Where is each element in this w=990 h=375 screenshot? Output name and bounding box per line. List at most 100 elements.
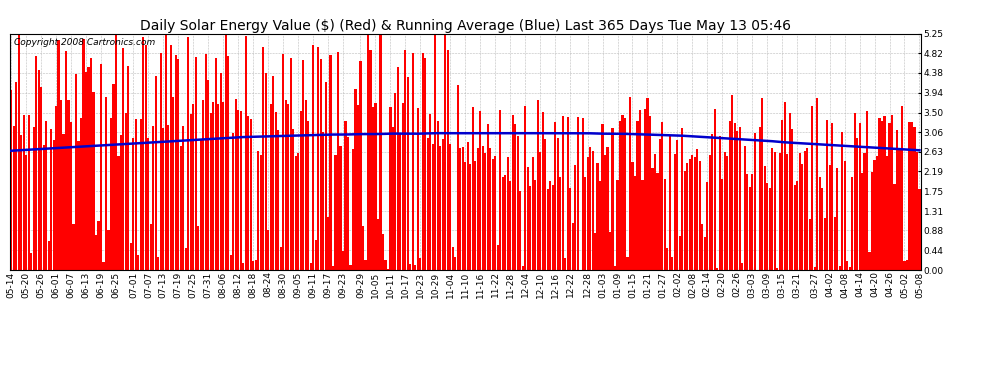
Bar — [796, 182, 798, 270]
Bar — [794, 185, 796, 270]
Bar — [217, 104, 220, 270]
Bar — [60, 100, 62, 270]
Bar — [143, 38, 145, 270]
Bar — [821, 188, 824, 270]
Bar — [440, 146, 442, 270]
Bar — [332, 266, 334, 270]
Bar — [751, 174, 753, 270]
Bar — [571, 224, 573, 270]
Bar — [479, 111, 481, 270]
Bar — [357, 105, 359, 270]
Bar — [305, 100, 307, 270]
Bar — [653, 154, 656, 270]
Bar — [425, 58, 427, 270]
Bar — [656, 172, 658, 270]
Bar — [891, 115, 893, 270]
Bar — [335, 154, 337, 270]
Bar — [35, 56, 38, 270]
Bar — [233, 134, 235, 270]
Bar — [10, 90, 12, 270]
Bar — [310, 264, 312, 270]
Bar — [264, 73, 266, 270]
Bar — [113, 84, 115, 270]
Bar — [627, 257, 629, 270]
Bar — [729, 121, 731, 270]
Bar — [469, 164, 471, 270]
Bar — [152, 126, 154, 270]
Bar — [724, 152, 726, 270]
Bar — [354, 89, 356, 270]
Bar — [581, 118, 584, 270]
Bar — [906, 260, 908, 270]
Bar — [781, 120, 783, 270]
Bar — [446, 50, 448, 270]
Bar — [195, 57, 197, 270]
Bar — [369, 50, 371, 270]
Bar — [866, 111, 868, 270]
Bar — [737, 131, 739, 270]
Bar — [556, 138, 558, 270]
Bar — [105, 97, 107, 270]
Bar — [307, 122, 309, 270]
Bar — [619, 121, 621, 270]
Bar — [394, 93, 396, 270]
Bar — [345, 121, 346, 270]
Bar — [442, 139, 444, 270]
Bar — [67, 100, 69, 270]
Bar — [591, 151, 594, 270]
Bar — [300, 111, 302, 270]
Bar — [634, 176, 636, 270]
Bar — [110, 117, 112, 270]
Bar — [422, 53, 424, 270]
Bar — [858, 123, 860, 270]
Bar — [886, 156, 888, 270]
Bar — [609, 232, 611, 270]
Bar — [145, 45, 147, 270]
Bar — [914, 127, 916, 270]
Bar — [245, 36, 247, 270]
Bar — [240, 111, 242, 270]
Bar — [402, 103, 404, 270]
Bar — [604, 154, 606, 270]
Bar — [170, 45, 172, 270]
Bar — [55, 105, 57, 270]
Bar — [207, 81, 209, 270]
Bar — [559, 177, 561, 270]
Bar — [257, 152, 259, 270]
Bar — [172, 97, 174, 270]
Bar — [727, 156, 729, 270]
Bar — [492, 159, 494, 270]
Bar — [50, 129, 52, 270]
Bar — [249, 119, 251, 270]
Bar — [325, 82, 327, 270]
Bar — [504, 175, 506, 270]
Bar — [709, 154, 711, 270]
Bar — [102, 262, 105, 270]
Bar — [659, 140, 661, 270]
Bar — [607, 147, 609, 270]
Bar — [888, 123, 891, 270]
Bar — [15, 81, 17, 270]
Bar — [517, 136, 519, 270]
Bar — [392, 126, 394, 270]
Bar — [435, 34, 437, 270]
Bar — [911, 122, 913, 270]
Bar — [133, 138, 135, 270]
Bar — [482, 146, 484, 270]
Bar — [819, 177, 821, 270]
Bar — [773, 152, 776, 270]
Bar — [704, 237, 706, 270]
Bar — [916, 152, 918, 270]
Bar — [569, 188, 571, 270]
Bar — [494, 156, 496, 270]
Bar — [734, 123, 736, 270]
Bar — [566, 117, 568, 270]
Bar — [259, 154, 261, 270]
Bar — [175, 55, 177, 270]
Bar — [532, 157, 534, 270]
Bar — [115, 34, 117, 270]
Bar — [148, 138, 149, 270]
Bar — [694, 157, 696, 270]
Bar — [666, 248, 668, 270]
Bar — [617, 180, 619, 270]
